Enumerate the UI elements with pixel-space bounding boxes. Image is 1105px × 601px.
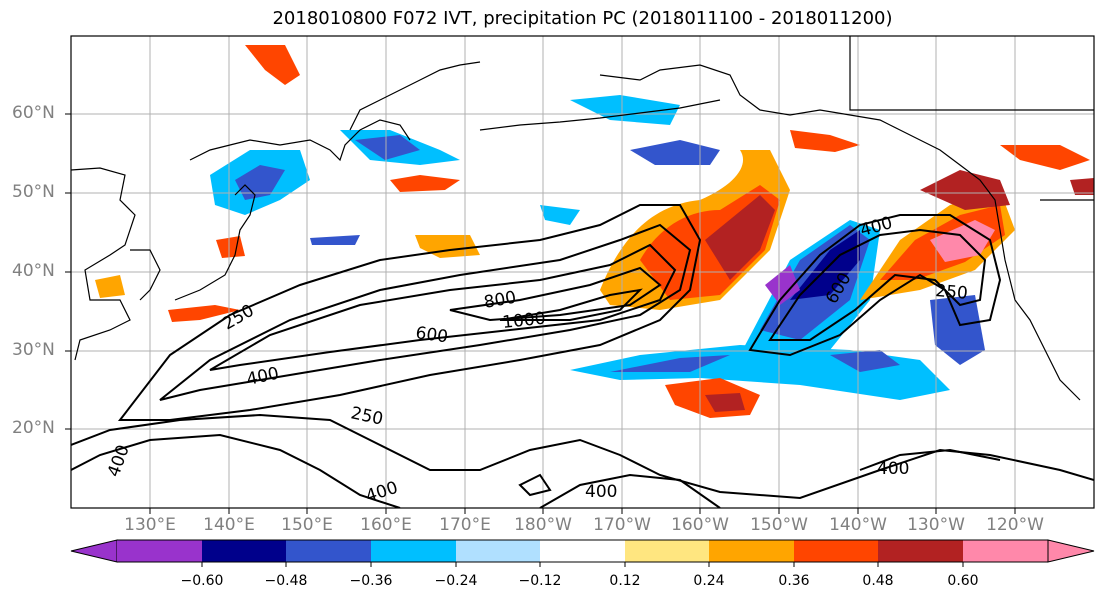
ivt-contour-small-ring (518, 473, 552, 497)
colorbar-bin-11 (963, 540, 1048, 562)
neg-field-japan-sea-blue (235, 165, 285, 200)
colorbar-bin-4 (371, 540, 456, 562)
colorbar-bin-10 (878, 540, 963, 562)
colorbar-tick-label: 0.12 (609, 573, 641, 589)
graticule (71, 36, 1094, 508)
ivt-contour-labels: 250 400 600 800 1000 250 400 400 400 600… (104, 213, 969, 507)
pos-field-subtropical-dark (705, 393, 745, 412)
lon-label-120w: 120°W (986, 515, 1044, 535)
neg-field-okhotsk-blue (355, 135, 420, 160)
lat-label-30n: 30°N (12, 340, 55, 360)
neg-field-east (930, 295, 985, 365)
lon-label-170w: 170°W (593, 515, 651, 535)
colorbar-tick-label: 0.36 (778, 573, 810, 589)
colorbar-right-extend (1047, 539, 1095, 563)
kamchatka-coast (349, 61, 481, 131)
coastlines (71, 36, 1094, 401)
lat-label-40n: 40°N (12, 261, 55, 281)
lon-label-160e: 160°E (360, 515, 412, 535)
ivt-contour-600 (209, 243, 677, 371)
lon-label-140e: 140°E (203, 515, 255, 535)
pos-field-darkred-core (705, 195, 775, 280)
japan-coast (174, 184, 256, 301)
neg-field-navy-core (790, 230, 860, 300)
lon-label-130e: 130°E (124, 515, 176, 535)
pos-field-japan (168, 305, 240, 322)
colorbar-tick-label: −0.24 (434, 573, 478, 589)
lon-label-140w: 140°W (829, 515, 887, 535)
ivt-label-400-d: 400 (585, 482, 617, 502)
colorbar-bin-2 (202, 540, 286, 562)
lat-label-20n: 20°N (12, 418, 55, 438)
axis-ticks (65, 113, 1016, 514)
alaska-coast (599, 64, 1081, 401)
colorbar-bin-5 (456, 540, 540, 562)
neg-field-mid-strip (310, 235, 360, 245)
colorbar-bin-1 (117, 540, 202, 562)
map-title: 2018010800 F072 IVT, precipitation PC (2… (272, 8, 893, 29)
pos-field-korea (95, 275, 125, 298)
ivt-label-600-a: 600 (414, 323, 449, 347)
pos-field-kamchatka (245, 45, 300, 85)
korea-coast (130, 249, 161, 301)
ivt-contour-250 (117, 204, 702, 421)
ivt-contours (71, 204, 1094, 508)
ivt-contour-east-outer (748, 214, 1002, 357)
neg-field-south-blue2 (830, 350, 900, 372)
ivt-contour-east-inner (768, 228, 987, 341)
colorbar-left-extend (70, 539, 118, 563)
neg-field-purple-core (765, 265, 800, 305)
siberia-coast (189, 119, 411, 162)
colorbar-bin-7 (625, 540, 709, 562)
lon-label-170e: 170°E (439, 515, 491, 535)
lon-label-150e: 150°E (281, 515, 333, 535)
lat-label-50n: 50°N (12, 182, 55, 202)
lon-label-160w: 160°W (671, 515, 729, 535)
north-america-border (849, 36, 1094, 111)
pos-field-west-strip (390, 175, 460, 192)
aleutian-islands (479, 99, 721, 131)
pos-field-coast-red (920, 170, 1010, 210)
colorbar-bin-9 (794, 540, 878, 562)
ivt-contour-400 (159, 223, 692, 401)
colorbar-bin-3 (286, 540, 371, 562)
colorbar-tick-label: −0.60 (180, 573, 224, 589)
pos-field-ne-strip2 (1070, 178, 1094, 195)
ivt-contour-south-400 (71, 433, 401, 508)
ivt-contour-south-400b (539, 473, 721, 508)
ivt-label-400-f: 400 (877, 459, 909, 479)
ivt-contour-south-400c (859, 448, 1001, 471)
lon-label-180w: 180°W (514, 515, 572, 535)
pos-field-ne-pink (930, 220, 995, 262)
colorbar-tick-label: −0.36 (349, 573, 393, 589)
pos-field-ne-strip (1000, 145, 1090, 170)
neg-field-bering (570, 95, 680, 125)
lon-label-150w: 150°W (750, 515, 808, 535)
ivt-contour-1000 (499, 288, 643, 321)
colorbar-bin-8 (709, 540, 794, 562)
colorbar-tick-label: −0.12 (518, 573, 562, 589)
pos-field-north (790, 130, 860, 152)
lat-label-60n: 60°N (12, 103, 55, 123)
colorbar-bin-6 (540, 540, 625, 562)
colorbar-tick-label: 0.48 (862, 573, 894, 589)
asia-coast (71, 167, 136, 361)
colorbar-tick-label: 0.60 (947, 573, 979, 589)
ivt-label-250-c: 250 (935, 281, 969, 304)
colorbar-tick-label: −0.48 (264, 573, 308, 589)
colorbar-tick-label: 0.24 (693, 573, 725, 589)
ivt-label-1000: 1000 (501, 309, 546, 333)
neg-field-gulf (630, 140, 720, 165)
colorbar (70, 539, 1095, 567)
neg-field-mid-strip2 (540, 205, 580, 225)
lon-label-130w: 130°W (907, 515, 965, 535)
